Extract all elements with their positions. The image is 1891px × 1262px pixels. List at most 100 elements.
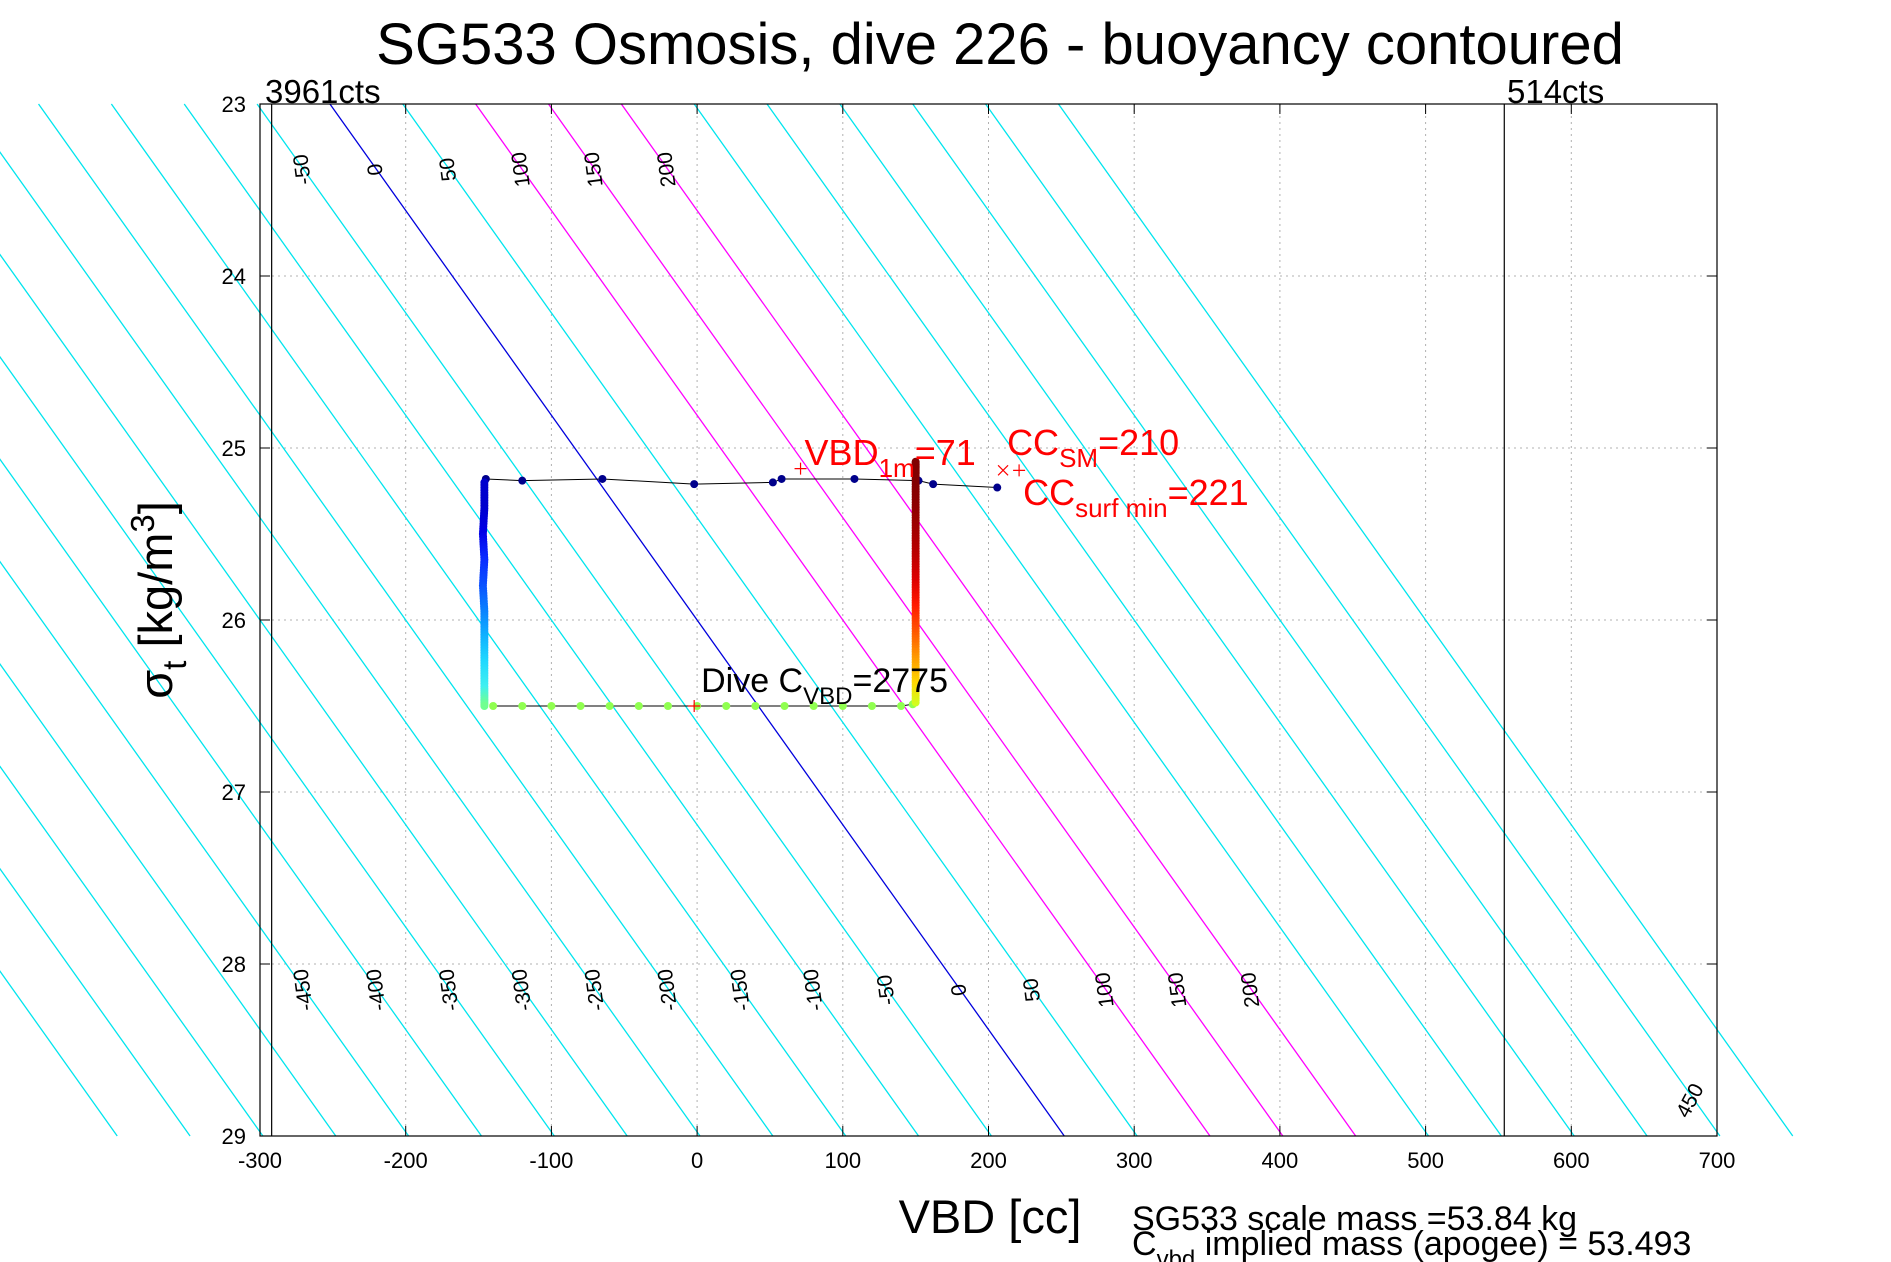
y-axis-label-sub: t — [156, 661, 193, 670]
tick-layer: -300 -200 -100 0 100 200 300 400 500 600 700232425… — [222, 92, 1736, 1173]
footnote-scale-mass: SG533 scale mass =53.84 kg — [1132, 1200, 1577, 1238]
x-tick-label: 500 — [1407, 1148, 1444, 1173]
buoyancy-contour-line — [0, 867, 191, 1137]
bottom-traverse-point — [722, 702, 731, 710]
annotation-label-sub: surf min — [1075, 493, 1167, 523]
profile-left-point — [480, 702, 489, 710]
surface-trace-point — [777, 474, 786, 483]
buoyancy-contour-label: -300 — [508, 968, 536, 1013]
footnote-implied-mass: Cvbd implied mass (apogee) = 53.493 — [1132, 1225, 1691, 1262]
buoyancy-contour-label: -150 — [727, 968, 755, 1013]
buoyancy-contour-line — [985, 103, 1721, 1137]
annotation-label-sub: SM — [1059, 443, 1098, 473]
buoyancy-contour-label: 0 — [947, 983, 971, 998]
y-tick-label: 29 — [222, 1124, 246, 1149]
bottom-traverse-point — [547, 702, 556, 710]
annotation-marker — [997, 464, 1009, 476]
x-tick-label: -200 — [384, 1148, 428, 1173]
bottom-traverse-point — [780, 702, 789, 710]
bottom-traverse-point — [867, 702, 876, 710]
surface-trace-point — [993, 483, 1002, 492]
footnote-implied-mass-rest: implied mass (apogee) = 53.493 — [1195, 1225, 1691, 1262]
buoyancy-contour-line — [475, 103, 1211, 1137]
annotation-label: CCSM=210 — [1007, 422, 1179, 473]
bottom-traverse-point — [605, 702, 614, 710]
y-tick-label: 27 — [222, 780, 246, 805]
buoyancy-contour-line — [0, 560, 410, 1137]
bottom-traverse-point — [809, 702, 818, 710]
buoyancy-contour-line — [0, 663, 337, 1137]
bottom-traverse-point — [897, 702, 906, 710]
y-tick-label: 25 — [222, 436, 246, 461]
buoyancy-contour-label: -450 — [290, 968, 318, 1013]
annotation-label: Dive CVBD=2775 — [701, 662, 948, 710]
buoyancy-contour-label: 150 — [1164, 971, 1191, 1009]
y-tick-label: 23 — [222, 92, 246, 117]
buoyancy-contour-label: -200 — [654, 968, 682, 1013]
chart-title: SG533 Osmosis, dive 226 - buoyancy conto… — [376, 12, 1624, 77]
buoyancy-contour-line — [0, 765, 264, 1137]
profile-right-point — [911, 457, 920, 466]
bottom-traverse-point — [634, 702, 643, 710]
bottom-traverse-point — [518, 702, 527, 710]
buoyancy-contour-label: -350 — [435, 968, 463, 1013]
buoyancy-contour-line — [402, 103, 1138, 1137]
y-tick-label: 28 — [222, 952, 246, 977]
annotation-marker — [794, 462, 807, 475]
buoyancy-contour-line — [256, 103, 992, 1137]
x-tick-label: -100 — [529, 1148, 573, 1173]
y-axis-label-end: ] — [129, 501, 182, 514]
annotation-label-value: =2775 — [852, 662, 948, 700]
buoyancy-contour-label: 0 — [363, 162, 387, 177]
annotation-label-value: =71 — [915, 432, 976, 473]
buoyancy-contour-label: -400 — [362, 968, 390, 1013]
annotation-label-base: VBD — [805, 432, 879, 473]
buoyancy-contour-line — [38, 103, 774, 1137]
y-axis-label-sup: 3 — [124, 514, 161, 532]
x-tick-label: 300 — [1116, 1148, 1153, 1173]
surface-trace-point — [598, 474, 607, 483]
annotation-marker — [1013, 464, 1026, 477]
annotation-label-base: CC — [1023, 472, 1075, 513]
bottom-traverse-point — [663, 702, 672, 710]
bottom-traverse-point — [751, 702, 760, 710]
annotation-label: CCsurf min=221 — [1023, 472, 1249, 523]
x-tick-label: 700 — [1699, 1148, 1736, 1173]
buoyancy-contour-label: -100 — [799, 968, 827, 1013]
buoyancy-contour-line — [912, 103, 1648, 1137]
surface-trace-line — [485, 478, 998, 489]
x-tick-label: -300 — [238, 1148, 282, 1173]
bottom-traverse-point — [489, 702, 498, 710]
y-tick-label: 24 — [222, 264, 246, 289]
x-axis-label: VBD [cc] — [899, 1190, 1082, 1243]
x-tick-label: 200 — [970, 1148, 1007, 1173]
buoyancy-contour-line — [1057, 103, 1794, 1137]
buoyancy-contour-line — [766, 103, 1502, 1137]
x-tick-label: 100 — [824, 1148, 861, 1173]
buoyancy-contour-line — [183, 103, 920, 1137]
y-tick-label: 26 — [222, 608, 246, 633]
annotation-label-value: =210 — [1098, 422, 1179, 463]
y-axis-label: σt [kg/m3] — [124, 501, 193, 699]
buoyancy-contour-label: 100 — [508, 151, 535, 189]
bottom-traverse-point — [576, 702, 585, 710]
annotation-label-value: =221 — [1168, 472, 1249, 513]
surface-trace-point — [768, 478, 777, 487]
footnote-implied-mass-base: C — [1132, 1225, 1157, 1262]
bottom-traverse-line — [493, 703, 913, 707]
buoyancy-contour-label: 50 — [435, 156, 461, 182]
x-tick-label: 400 — [1262, 1148, 1299, 1173]
x-tick-label: 0 — [691, 1148, 703, 1173]
footnote-implied-mass-sub: vbd — [1157, 1246, 1196, 1262]
buoyancy-contour-label: 200 — [653, 151, 680, 189]
annotation-label-base: CC — [1007, 422, 1059, 463]
annotation-marker — [688, 700, 701, 712]
annotation-label: VBD1m=71 — [805, 432, 976, 483]
surface-trace-point — [850, 474, 859, 483]
surface-trace-point — [929, 480, 938, 489]
buoyancy-contour-line — [0, 458, 482, 1137]
surface-trace-point — [690, 480, 699, 489]
